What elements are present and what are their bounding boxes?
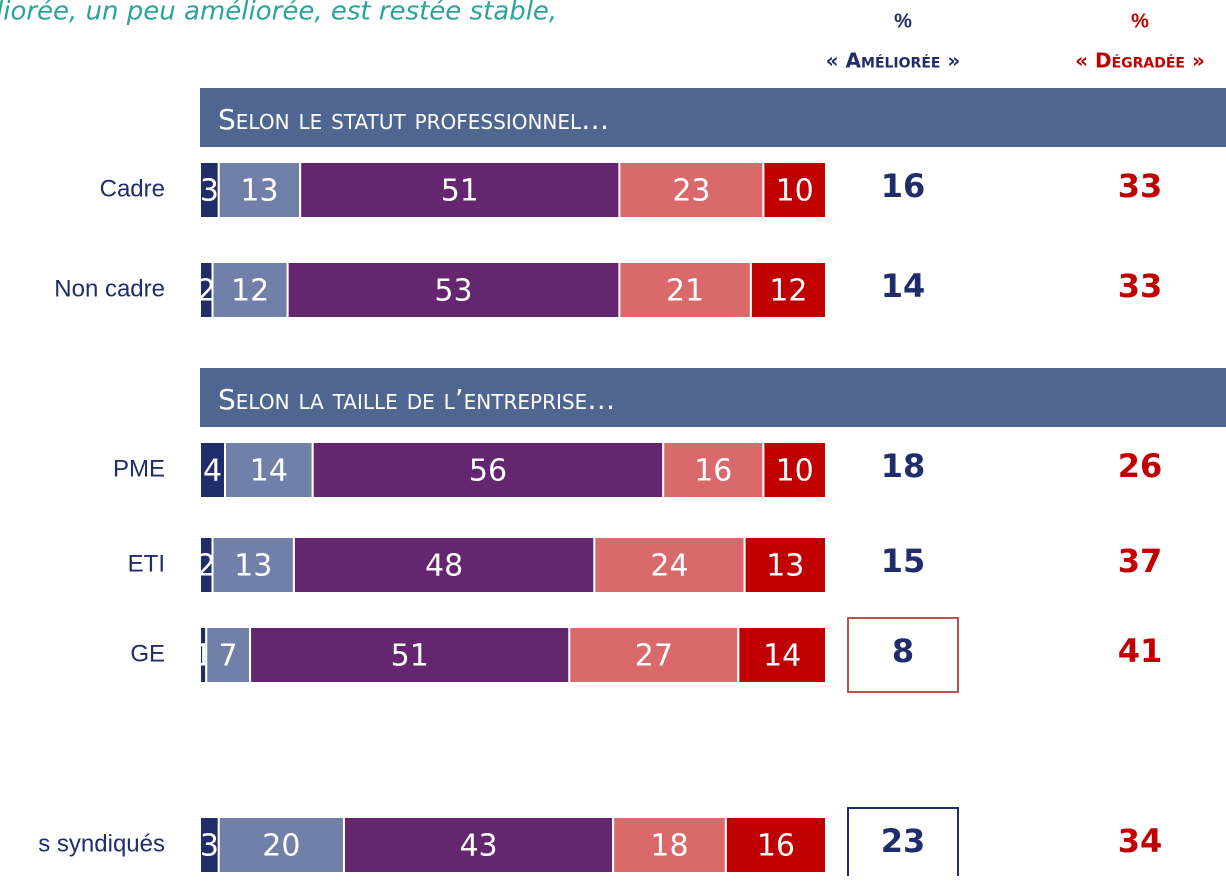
segment-label: 13 [766, 549, 804, 584]
bar-segment [593, 536, 746, 594]
segment-label: 27 [635, 639, 673, 674]
segment-label: 53 [434, 274, 472, 309]
segment-label: 4 [203, 454, 222, 489]
highlight-box [847, 617, 959, 693]
segment-label: 51 [391, 639, 429, 674]
segment-label: 48 [425, 549, 463, 584]
summary-value: 18 [881, 447, 926, 485]
bar-segment [292, 536, 596, 594]
summary-value: 26 [1118, 447, 1163, 485]
section-band [200, 368, 1226, 427]
segment-label: 14 [250, 454, 288, 489]
segment-label: 18 [650, 829, 688, 864]
category-label: GE [130, 640, 165, 667]
category-label: ETI [128, 550, 165, 577]
segment-label: 2 [197, 549, 216, 584]
segment-label: 24 [650, 549, 688, 584]
bar-segment [762, 441, 828, 499]
bar-segment [205, 626, 252, 684]
segment-label: 56 [469, 454, 507, 489]
segment-label: 20 [262, 829, 300, 864]
bar-segment [249, 626, 571, 684]
bar-segment [737, 626, 827, 684]
segment-label: 10 [776, 174, 814, 209]
bar-segment [286, 261, 621, 319]
segment-label: 23 [672, 174, 710, 209]
segment-label: 10 [776, 454, 814, 489]
bar-segment [211, 261, 289, 319]
bar-segment [612, 816, 727, 874]
bar-segment [749, 261, 828, 319]
summary-value: 23 [881, 822, 926, 860]
column-symbol: % [1131, 10, 1149, 32]
segment-label: 43 [459, 829, 497, 864]
subtitle: liorée, un peu améliorée, est restée sta… [0, 0, 557, 27]
category-label: Non cadre [54, 275, 165, 302]
summary-value: 8 [892, 632, 914, 670]
segment-label: 21 [666, 274, 704, 309]
bar-segment [724, 816, 828, 874]
segment-label: 13 [240, 174, 278, 209]
summary-value: 15 [881, 542, 926, 580]
summary-value: 33 [1118, 167, 1163, 205]
category-label: PME [113, 455, 165, 482]
segment-label: 12 [231, 274, 269, 309]
category-label: Cadre [100, 175, 165, 202]
segment-label: 3 [200, 174, 219, 209]
segment-label: 16 [757, 829, 795, 864]
bar-segment [743, 536, 827, 594]
segment-label: 16 [694, 454, 732, 489]
bar-segment [311, 441, 665, 499]
bar-segment [217, 816, 345, 874]
bar-segment [342, 816, 615, 874]
column-header: « Améliorée » [826, 49, 961, 73]
segment-label: 51 [441, 174, 479, 209]
column-symbol: % [894, 10, 912, 32]
summary-value: 16 [881, 167, 926, 205]
segment-label: 2 [197, 274, 216, 309]
segment-label: 7 [219, 639, 238, 674]
bar-segment [199, 441, 227, 499]
summary-value: 34 [1118, 822, 1163, 860]
category-label: s syndiqués [38, 830, 165, 857]
bar-segment [662, 441, 765, 499]
summary-value: 41 [1118, 632, 1163, 670]
segment-label: 12 [769, 274, 807, 309]
bar-segment [299, 161, 621, 219]
bar-segment [762, 161, 828, 219]
segment-label: 3 [200, 829, 219, 864]
bar-segment [568, 626, 740, 684]
summary-value: 37 [1118, 542, 1163, 580]
bar-segment [224, 441, 314, 499]
bar-segment [618, 161, 765, 219]
section-band [200, 88, 1226, 147]
bar-segment [618, 261, 752, 319]
highlight-box [847, 807, 959, 881]
bar-segment [211, 536, 295, 594]
segment-label: 14 [763, 639, 801, 674]
summary-value: 33 [1118, 267, 1163, 305]
section-label: Selon le statut professionnel… [218, 103, 609, 136]
summary-value: 14 [881, 267, 926, 305]
column-header: « Dégradée » [1075, 49, 1205, 73]
segment-label: 13 [234, 549, 272, 584]
bar-segment [217, 161, 302, 219]
section-label: Selon la taille de l’entreprise… [218, 383, 615, 416]
